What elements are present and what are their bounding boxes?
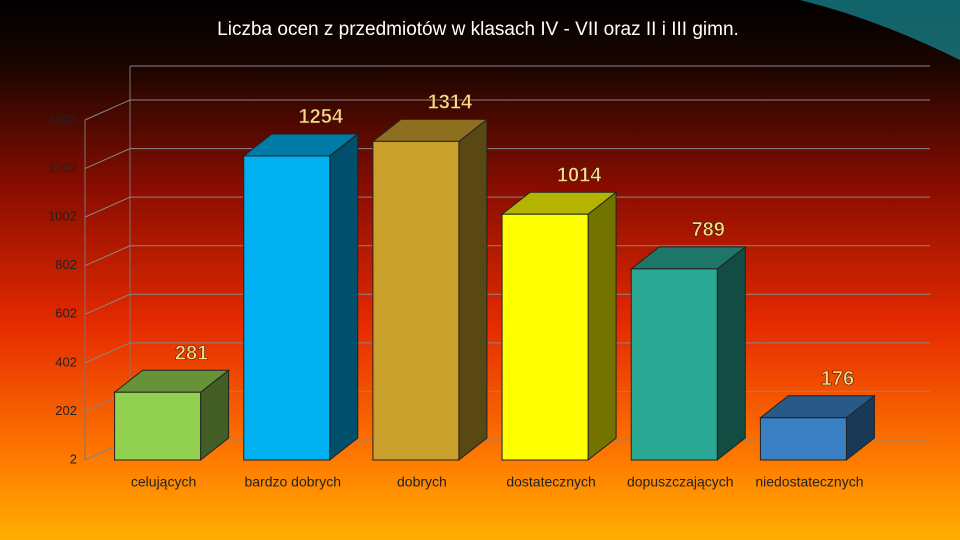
bar [371, 118, 489, 462]
x-tick-label: dobrych [397, 474, 447, 490]
bar-front [759, 417, 847, 461]
x-tick-label: niedostatecznych [755, 474, 863, 490]
x-tick-label: bardzo dobrych [244, 474, 341, 490]
y-tick-label: 1002 [48, 209, 77, 224]
x-tick-label: celujących [131, 474, 196, 490]
x-tick-label: dostatecznych [506, 474, 596, 490]
bar-front [114, 391, 202, 461]
y-tick-label: 1402 [48, 111, 77, 126]
decoration [800, 0, 960, 60]
y-tick-label: 802 [55, 257, 77, 272]
bar-side [587, 191, 617, 462]
bar-front [630, 268, 718, 461]
bar-front [501, 213, 589, 461]
bar [758, 394, 876, 462]
bar-side [716, 245, 746, 462]
grid-line [84, 196, 930, 218]
bar-front [372, 140, 460, 461]
bar-front [243, 155, 331, 461]
bar-side [458, 118, 488, 462]
y-tick-label: 2 [70, 451, 77, 466]
grid-line [84, 245, 930, 267]
value-label: 281 [175, 343, 208, 365]
bar [113, 369, 231, 462]
y-tick-label: 202 [55, 403, 77, 418]
x-tick-label: dopuszczających [627, 474, 734, 490]
bar [629, 245, 747, 462]
y-tick-label: 402 [55, 354, 77, 369]
y-tick-label: 602 [55, 306, 77, 321]
bar-side [329, 132, 359, 462]
value-label: 789 [692, 219, 725, 241]
y-tick-label: 1202 [48, 160, 77, 175]
bar [242, 132, 360, 462]
value-label: 176 [821, 368, 854, 390]
bar [500, 191, 618, 462]
grid-line [84, 148, 930, 170]
value-label: 1014 [557, 165, 602, 187]
chart-title: Liczba ocen z przedmiotów w klasach IV -… [217, 19, 739, 40]
grid-line [84, 99, 930, 121]
value-label: 1314 [428, 92, 473, 114]
value-label: 1254 [299, 106, 344, 128]
